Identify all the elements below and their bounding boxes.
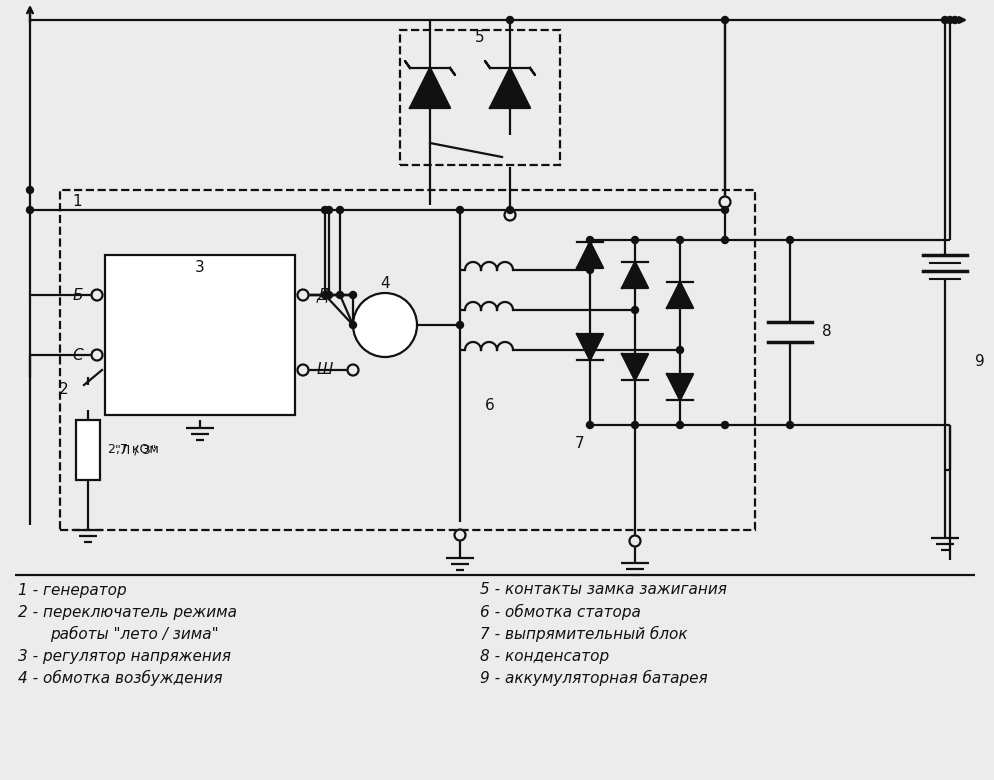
Bar [400,30,560,165]
Circle shape [91,349,102,360]
Circle shape [337,207,344,214]
Circle shape [677,346,684,353]
Polygon shape [667,374,693,400]
Bar [76,420,100,480]
Polygon shape [490,68,530,108]
Text: 9: 9 [975,354,985,370]
Polygon shape [577,334,603,360]
Circle shape [586,421,593,428]
Polygon shape [410,68,450,108]
Circle shape [337,292,344,299]
Circle shape [631,307,638,314]
Text: 1 - генератор: 1 - генератор [18,583,126,597]
Circle shape [27,207,34,214]
Circle shape [350,292,357,299]
Circle shape [586,236,593,243]
Circle shape [456,207,463,214]
Circle shape [321,207,328,214]
Text: 6: 6 [485,398,495,413]
Polygon shape [667,282,693,308]
Text: 3 - регулятор напряжения: 3 - регулятор напряжения [18,648,231,664]
Circle shape [325,207,333,214]
Circle shape [951,16,958,23]
Circle shape [325,292,333,299]
Circle shape [507,207,514,214]
Text: 6 - обмотка статора: 6 - обмотка статора [480,604,641,620]
Circle shape [677,236,684,243]
Text: 4 - обмотка возбуждения: 4 - обмотка возбуждения [18,670,223,686]
Text: 1: 1 [72,194,82,210]
Circle shape [786,421,793,428]
Text: 3: 3 [195,260,205,275]
Text: 2,7 кОм: 2,7 кОм [108,444,159,456]
Polygon shape [622,354,648,380]
Text: 5 - контакты замка зажигания: 5 - контакты замка зажигания [480,583,727,597]
Circle shape [321,292,328,299]
Circle shape [454,530,465,541]
Text: Ш: Ш [317,363,333,378]
Circle shape [350,321,357,328]
Circle shape [722,207,729,214]
Circle shape [297,289,308,300]
Circle shape [91,289,102,300]
Text: 8 - конденсатор: 8 - конденсатор [480,648,609,664]
Text: "Л / З": "Л / З" [115,444,156,456]
Text: 9 - аккумуляторная батарея: 9 - аккумуляторная батарея [480,670,708,686]
Text: 8: 8 [822,324,832,339]
Text: С: С [73,348,83,363]
Circle shape [720,197,731,207]
Circle shape [586,267,593,274]
Text: работы "лето / зима": работы "лето / зима" [50,626,219,642]
Text: 4: 4 [380,275,390,290]
Circle shape [348,364,359,375]
Circle shape [297,364,308,375]
Circle shape [786,236,793,243]
Text: 7: 7 [575,435,584,451]
Circle shape [722,236,729,243]
Circle shape [456,321,463,328]
Bar [60,190,755,530]
Circle shape [27,186,34,193]
Polygon shape [577,242,603,268]
Text: 5: 5 [475,30,485,45]
Circle shape [629,536,640,547]
Circle shape [941,16,948,23]
Bar [105,255,295,415]
Text: Б: Б [73,288,83,303]
Circle shape [722,16,729,23]
Circle shape [677,421,684,428]
Circle shape [631,421,638,428]
Circle shape [353,293,417,357]
Text: Д: Д [317,288,329,303]
Text: 2 - переключатель режима: 2 - переключатель режима [18,604,237,619]
Text: 2: 2 [59,382,68,398]
Circle shape [722,421,729,428]
Circle shape [631,236,638,243]
Text: 7 - выпрямительный блок: 7 - выпрямительный блок [480,626,688,642]
Circle shape [505,210,516,221]
Polygon shape [622,262,648,288]
Circle shape [507,16,514,23]
Circle shape [946,16,953,23]
